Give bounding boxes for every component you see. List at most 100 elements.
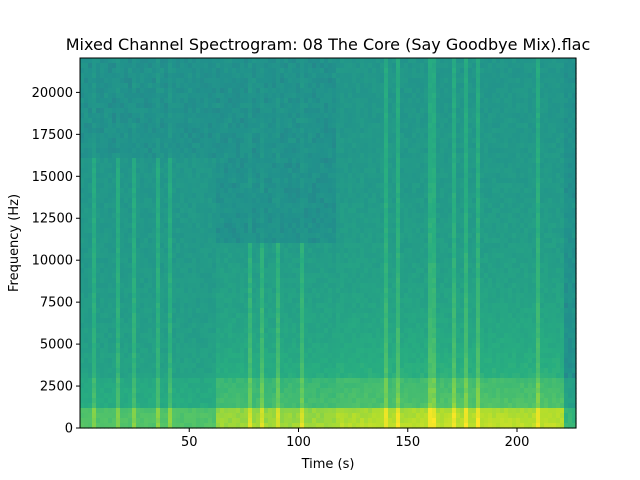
heatmap-cell (228, 158, 233, 164)
heatmap-cell (316, 263, 321, 269)
heatmap-cell (236, 128, 241, 134)
heatmap-cell (288, 123, 293, 129)
heatmap-cell (220, 373, 225, 379)
heatmap-cell (228, 353, 233, 359)
heatmap-cell (180, 418, 185, 424)
heatmap-cell (312, 313, 317, 319)
heatmap-cell (320, 278, 325, 284)
heatmap-cell (124, 238, 129, 244)
heatmap-cell (184, 178, 189, 184)
heatmap-cell (288, 373, 293, 379)
heatmap-cell (348, 118, 353, 124)
heatmap-cell (96, 273, 101, 279)
heatmap-cell (128, 278, 133, 284)
heatmap-cell (100, 238, 105, 244)
heatmap-cell (80, 118, 85, 124)
heatmap-cell (336, 258, 341, 264)
heatmap-cell (88, 208, 93, 214)
heatmap-cell (340, 73, 345, 79)
heatmap-cell (284, 128, 289, 134)
heatmap-cell (204, 378, 209, 384)
heatmap-cell (84, 423, 89, 429)
heatmap-cell (192, 308, 197, 314)
heatmap-cell (216, 403, 221, 409)
heatmap-cell (192, 228, 197, 234)
heatmap-cell (332, 313, 337, 319)
heatmap-cell (212, 288, 217, 294)
heatmap-cell (188, 388, 193, 394)
heatmap-cell (96, 398, 101, 404)
heatmap-cell (84, 133, 89, 139)
heatmap-cell (204, 218, 209, 224)
heatmap-cell (328, 58, 333, 64)
heatmap-cell (136, 303, 141, 309)
heatmap-cell (108, 133, 113, 139)
heatmap-cell (336, 243, 341, 249)
heatmap-cell (272, 308, 277, 314)
heatmap-cell (276, 178, 281, 184)
heatmap-cell (100, 398, 105, 404)
heatmap-cell (268, 363, 273, 369)
heatmap-cell (256, 358, 261, 364)
heatmap-cell (164, 273, 169, 279)
heatmap-cell (264, 73, 269, 79)
heatmap-cell (348, 228, 353, 234)
heatmap-cell (108, 178, 113, 184)
heatmap-cell (212, 188, 217, 194)
heatmap-cell (300, 63, 305, 69)
heatmap-cell (168, 128, 173, 134)
heatmap-cell (340, 398, 345, 404)
heatmap-cell (192, 268, 197, 274)
heatmap-cell (248, 403, 253, 409)
heatmap-cell (272, 258, 277, 264)
heatmap-cell (292, 158, 297, 164)
heatmap-cell (296, 313, 301, 319)
heatmap-cell (88, 413, 93, 419)
heatmap-cell (228, 288, 233, 294)
heatmap-cell (228, 388, 233, 394)
heatmap-cell (340, 143, 345, 149)
heatmap-cell (248, 158, 253, 164)
heatmap-cell (216, 373, 221, 379)
heatmap-cell (280, 413, 285, 419)
heatmap-cell (316, 228, 321, 234)
heatmap-cell (292, 303, 297, 309)
heatmap-cell (328, 398, 333, 404)
heatmap-cell (316, 238, 321, 244)
heatmap-cell (316, 198, 321, 204)
heatmap-cell (232, 348, 237, 354)
heatmap-cell (192, 143, 197, 149)
heatmap-cell (236, 373, 241, 379)
heatmap-cell (144, 158, 149, 164)
heatmap-cell (272, 158, 277, 164)
heatmap-cell (92, 378, 97, 384)
heatmap-cell (232, 383, 237, 389)
heatmap-cell (220, 403, 225, 409)
heatmap-cell (268, 143, 273, 149)
heatmap-cell (244, 363, 249, 369)
heatmap-cell (328, 78, 333, 84)
heatmap-cell (116, 63, 121, 69)
heatmap-cell (188, 278, 193, 284)
heatmap-cell (116, 133, 121, 139)
heatmap-cell (328, 198, 333, 204)
heatmap-cell (196, 258, 201, 264)
heatmap-cell (264, 418, 269, 424)
heatmap-cell (164, 113, 169, 119)
heatmap-cell (324, 343, 329, 349)
heatmap-cell (156, 233, 161, 239)
heatmap-cell (148, 398, 153, 404)
heatmap-cell (80, 253, 85, 259)
heatmap-cell (248, 133, 253, 139)
heatmap-cell (96, 383, 101, 389)
heatmap-cell (272, 228, 277, 234)
heatmap-cell (216, 218, 221, 224)
heatmap-cell (160, 168, 165, 174)
heatmap-cell (212, 283, 217, 289)
heatmap-cell (124, 203, 129, 209)
heatmap-cell (132, 223, 137, 229)
heatmap-cell (300, 263, 305, 269)
heatmap-cell (216, 318, 221, 324)
heatmap-cell (132, 413, 137, 419)
heatmap-cell (96, 173, 101, 179)
